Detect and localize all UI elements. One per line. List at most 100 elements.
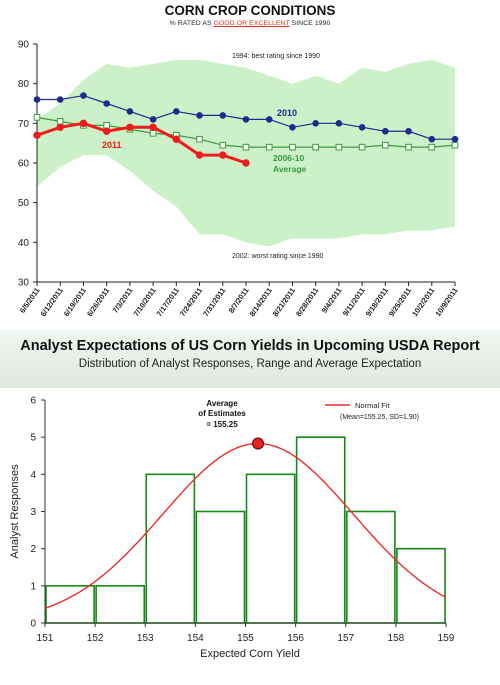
y-tick-label: 50 [18, 198, 30, 209]
x-axis-title: Expected Corn Yield [200, 648, 300, 660]
x-tick-label: 8/28/2011 [294, 286, 320, 318]
y-tick-label: 2 [30, 544, 36, 555]
series-point-avg [382, 141, 389, 149]
series-point-2010 [358, 124, 366, 131]
histogram-bar [345, 510, 396, 624]
x-tick-label: 154 [187, 633, 204, 644]
series-point-2010 [428, 135, 436, 143]
histogram-bar [45, 585, 95, 624]
series-point-avg [196, 135, 203, 143]
histogram-bar [95, 585, 146, 624]
x-tick-label: 153 [137, 633, 154, 644]
crop-conditions-chart: 304050607080906/5/20116/12/20116/19/2011… [18, 40, 460, 319]
series-point-2011 [149, 123, 157, 132]
y-tick-label: 3 [30, 507, 36, 518]
series-point-avg [103, 122, 110, 129]
series-point-2011 [33, 131, 41, 139]
histogram-bar [295, 436, 346, 624]
analyst-histogram-chart: 0 1 2 3 4 5 6 151 152 153 154 155 156 157 158 159 Expect… [9, 396, 455, 661]
series-point-2011 [242, 159, 250, 167]
x-tick-label: 158 [388, 633, 405, 644]
series-point-2010 [196, 112, 203, 119]
y-tick-label: 1 [30, 581, 36, 592]
series-point-2011 [126, 123, 134, 132]
histogram-bar [145, 473, 196, 624]
x-tick-label: 7/31/2011 [201, 286, 227, 318]
series-point-2010 [265, 116, 273, 123]
histogram-bar [195, 510, 246, 624]
band-top-annotation: 1994: best rating since 1990 [232, 53, 320, 60]
crop-chart-subtitle: % RATED AS GOOD OR EXCELLENT SINCE 1990 [0, 20, 500, 27]
x-tick-label: 7/3/2011 [111, 286, 135, 315]
crop-subtitle-post: SINCE 1990 [289, 20, 331, 27]
histogram-bar [245, 473, 296, 624]
x-tick-label: 10/9/2011 [433, 286, 459, 318]
series-point-2010 [312, 120, 319, 127]
series-point-avg [289, 143, 296, 151]
series-label-avg-line1: 2006-10 [273, 153, 304, 163]
legend-label-normal-fit: Normal Fit [355, 401, 391, 410]
series-point-2011 [79, 119, 88, 128]
series-point-2011 [172, 135, 181, 143]
series-point-2010 [219, 112, 227, 119]
crop-subtitle-highlight: GOOD OR EXCELLENT [213, 20, 290, 27]
x-tick-label: 8/7/2011 [227, 286, 251, 315]
series-point-2010 [382, 127, 389, 135]
x-tick-label: 6/26/2011 [85, 286, 111, 318]
series-line-2011 [36, 121, 247, 165]
y-tick-label: 5 [30, 433, 36, 444]
series-point-2010 [173, 108, 180, 115]
y-tick-label: 6 [30, 396, 36, 407]
series-label-2010: 2010 [277, 108, 297, 118]
histogram-bar [396, 547, 446, 624]
x-tick-label: 151 [37, 633, 54, 644]
analyst-chart-subtitle: Distribution of Analyst Responses, Range… [78, 358, 422, 370]
series-point-avg [405, 143, 412, 151]
x-tick-label: 6/5/2011 [18, 286, 42, 315]
series-point-2011 [195, 151, 204, 159]
series-point-2010 [149, 116, 157, 123]
average-label-line1: Average [206, 399, 238, 408]
crop-chart-title: CORN CROP CONDITIONS [164, 3, 336, 18]
series-point-avg [358, 143, 366, 151]
series-point-avg [56, 118, 64, 125]
series-point-2010 [451, 135, 459, 143]
y-tick-label: 40 [18, 238, 30, 249]
y-tick-label: 80 [18, 79, 30, 90]
x-tick-label: 156 [287, 633, 304, 644]
series-point-2010 [405, 127, 412, 135]
band-bottom-annotation: 2002: worst rating since 1990 [232, 253, 324, 260]
crop-subtitle-pre: % RATED AS [169, 20, 214, 27]
series-label-avg-line2: Average [273, 164, 307, 174]
series-point-2010 [126, 108, 134, 115]
series-point-2010 [56, 96, 64, 103]
legend-note: (Mean=155.25, SD=1.90) [340, 414, 419, 421]
series-point-2010 [242, 116, 250, 123]
series-point-avg [265, 143, 273, 151]
series-point-2010 [80, 92, 87, 99]
range-band-1990-present [37, 59, 455, 247]
series-point-2011 [56, 123, 64, 132]
analyst-title-band: Analyst Expectations of US Corn Yields i… [0, 330, 500, 388]
x-tick-label: 159 [438, 633, 455, 644]
average-marker [252, 437, 265, 450]
x-tick-label: 157 [337, 633, 354, 644]
series-point-avg [335, 143, 343, 151]
series-point-2011 [219, 151, 227, 159]
average-label-line3: = 155.25 [206, 420, 238, 429]
series-point-2010 [33, 96, 41, 103]
series-point-2010 [103, 100, 110, 107]
y-tick-label: 30 [18, 278, 30, 289]
y-tick-label: 4 [30, 470, 36, 481]
series-label-2011: 2011 [102, 140, 122, 150]
average-label-line2: of Estimates [198, 409, 246, 418]
series-point-avg [312, 143, 319, 151]
y-axis-title: Analyst Responses [9, 464, 21, 559]
series-point-2010 [335, 120, 343, 127]
y-tick-label: 0 [30, 619, 36, 630]
y-tick-label: 70 [18, 119, 30, 130]
series-point-2011 [102, 127, 111, 135]
series-point-avg [242, 143, 250, 151]
series-point-avg [33, 114, 41, 121]
